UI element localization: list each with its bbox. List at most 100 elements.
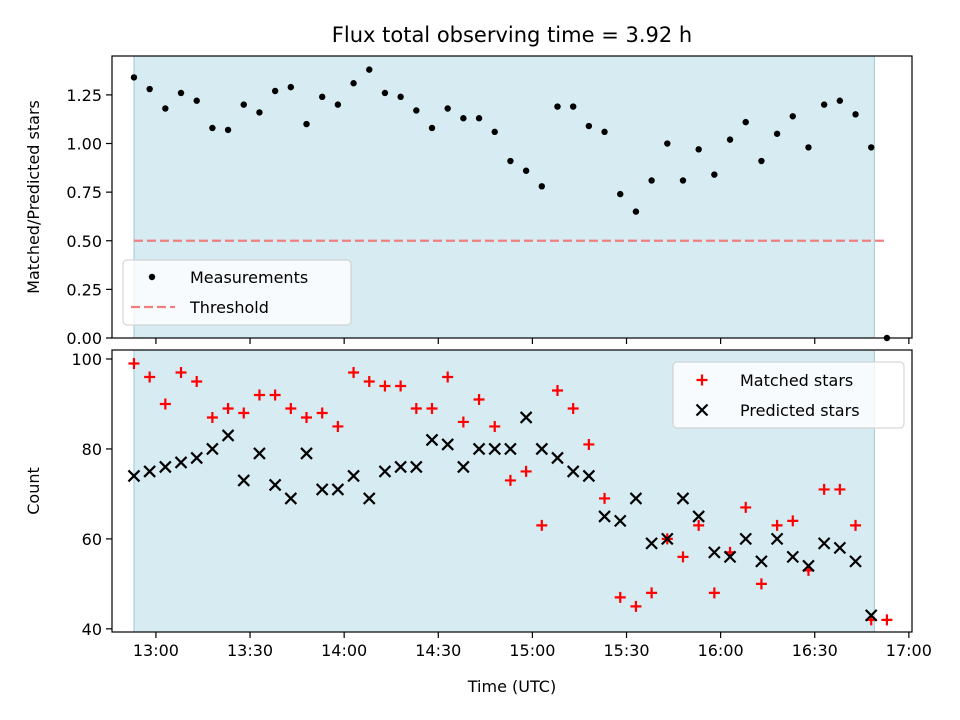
predicted-stars-point (770, 532, 784, 546)
matched-stars-point (395, 380, 407, 392)
predicted-stars-point (441, 438, 454, 451)
predicted-stars-point (676, 492, 690, 505)
measurement-point (366, 66, 373, 73)
predicted-stars-point (629, 492, 643, 505)
predicted-stars-point (425, 433, 439, 447)
y-tick-label: 40 (82, 620, 102, 639)
predicted-stars-point (143, 465, 156, 478)
legend-label-predicted-stars: Predicted stars (740, 401, 860, 420)
measurement-point (240, 101, 247, 108)
matched-stars-point (881, 614, 893, 626)
measurement-point (648, 177, 655, 184)
y-tick-label: 60 (82, 530, 102, 549)
measurement-point (789, 113, 796, 120)
predicted-stars-point (519, 411, 533, 424)
measurement-point (679, 177, 687, 184)
matched-stars-point (818, 483, 830, 495)
predicted-stars-point (394, 460, 407, 474)
measurement-point (177, 89, 185, 97)
measurement-point (146, 85, 153, 93)
matched-stars-point (316, 407, 328, 419)
predicted-stars-point (221, 429, 235, 442)
predicted-stars-point (582, 469, 596, 483)
measurement-point (350, 80, 357, 87)
predicted-stars-point (284, 492, 298, 505)
predicted-stars-point (237, 474, 251, 487)
y-tick-label: 0.00 (66, 329, 102, 348)
matched-stars-point (567, 402, 579, 414)
matched-stars-point (599, 492, 611, 504)
measurement-point (318, 93, 326, 101)
measurement-point (711, 171, 718, 178)
predicted-stars-point (190, 451, 203, 465)
measurement-point (805, 144, 812, 151)
y-axis-label: Count (24, 467, 43, 515)
bottom-panel: 40 60 80 100 13:00 13:30 14:00 14:30 15:00 15:30 1… (24, 349, 932, 696)
matched-stars-point (536, 519, 548, 531)
matched-stars-point (708, 587, 720, 599)
predicted-stars-point (206, 442, 219, 456)
matched-stars-point (191, 375, 203, 387)
measurement-point (664, 140, 671, 147)
measurement-point (695, 146, 702, 153)
predicted-stars-point (786, 550, 800, 564)
measurement-point (444, 105, 451, 112)
predicted-stars-point (488, 442, 502, 456)
predicted-stars-point (598, 510, 611, 523)
predicted-stars-point (378, 465, 392, 478)
predicted-stars-point (315, 483, 329, 496)
matched-stars-point (238, 407, 250, 419)
x-tick-label: 14:00 (321, 641, 367, 660)
legend-box (122, 259, 352, 326)
axes-frame (111, 55, 913, 339)
measurement-point (397, 93, 404, 101)
predicted-stars-point (504, 442, 517, 456)
x-tick-label: 16:30 (792, 641, 838, 660)
matched-stars-point (253, 389, 265, 401)
legend-marker-matched-stars (696, 374, 708, 386)
matched-stars-point (520, 465, 532, 477)
matched-stars-point (551, 384, 563, 396)
matched-stars-point (677, 551, 689, 563)
matched-stars-point (175, 366, 187, 378)
measurement-point (224, 126, 232, 134)
measurement-point (475, 115, 483, 122)
predicted-stars-point (802, 559, 815, 573)
x-tick-label: 13:30 (227, 641, 273, 660)
y-tick-label: 0.50 (66, 232, 102, 251)
measurement-point (303, 120, 310, 128)
matched-stars-point (222, 402, 234, 414)
y-tick-label: 100 (71, 350, 102, 369)
predicted-stars-point (535, 442, 549, 456)
matched-stars-point (206, 411, 218, 423)
predicted-stars-point (864, 609, 878, 622)
predicted-stars-point (362, 492, 376, 505)
matched-stars-point (630, 600, 642, 612)
measurement-point (773, 130, 781, 137)
matched-stars-point (850, 519, 862, 531)
measurement-point (836, 97, 844, 104)
predicted-stars-point (692, 510, 705, 523)
measurement-point (585, 122, 593, 130)
x-tick-label: 15:00 (509, 641, 555, 660)
x-tick-label: 15:30 (603, 641, 649, 660)
measurement-point (522, 167, 530, 174)
measurement-point (742, 118, 749, 126)
measurement-point (601, 128, 608, 136)
matched-stars-point (583, 438, 595, 450)
measurement-point (758, 157, 765, 165)
predicted-stars-point (268, 478, 282, 492)
predicted-stars-point (849, 555, 862, 568)
measurement-point (491, 128, 498, 136)
matched-stars-point (614, 591, 626, 603)
measurement-point (334, 101, 342, 108)
measurement-point (820, 101, 828, 108)
predicted-stars-point (817, 537, 831, 550)
matched-stars-point (504, 474, 516, 486)
x-tick-label: 17:00 (886, 641, 932, 660)
measurement-point (538, 183, 546, 190)
measurement-point (193, 97, 200, 104)
matched-stars-point (473, 393, 485, 405)
measurement-point (617, 190, 624, 198)
y-tick-label: 0.25 (66, 280, 102, 299)
